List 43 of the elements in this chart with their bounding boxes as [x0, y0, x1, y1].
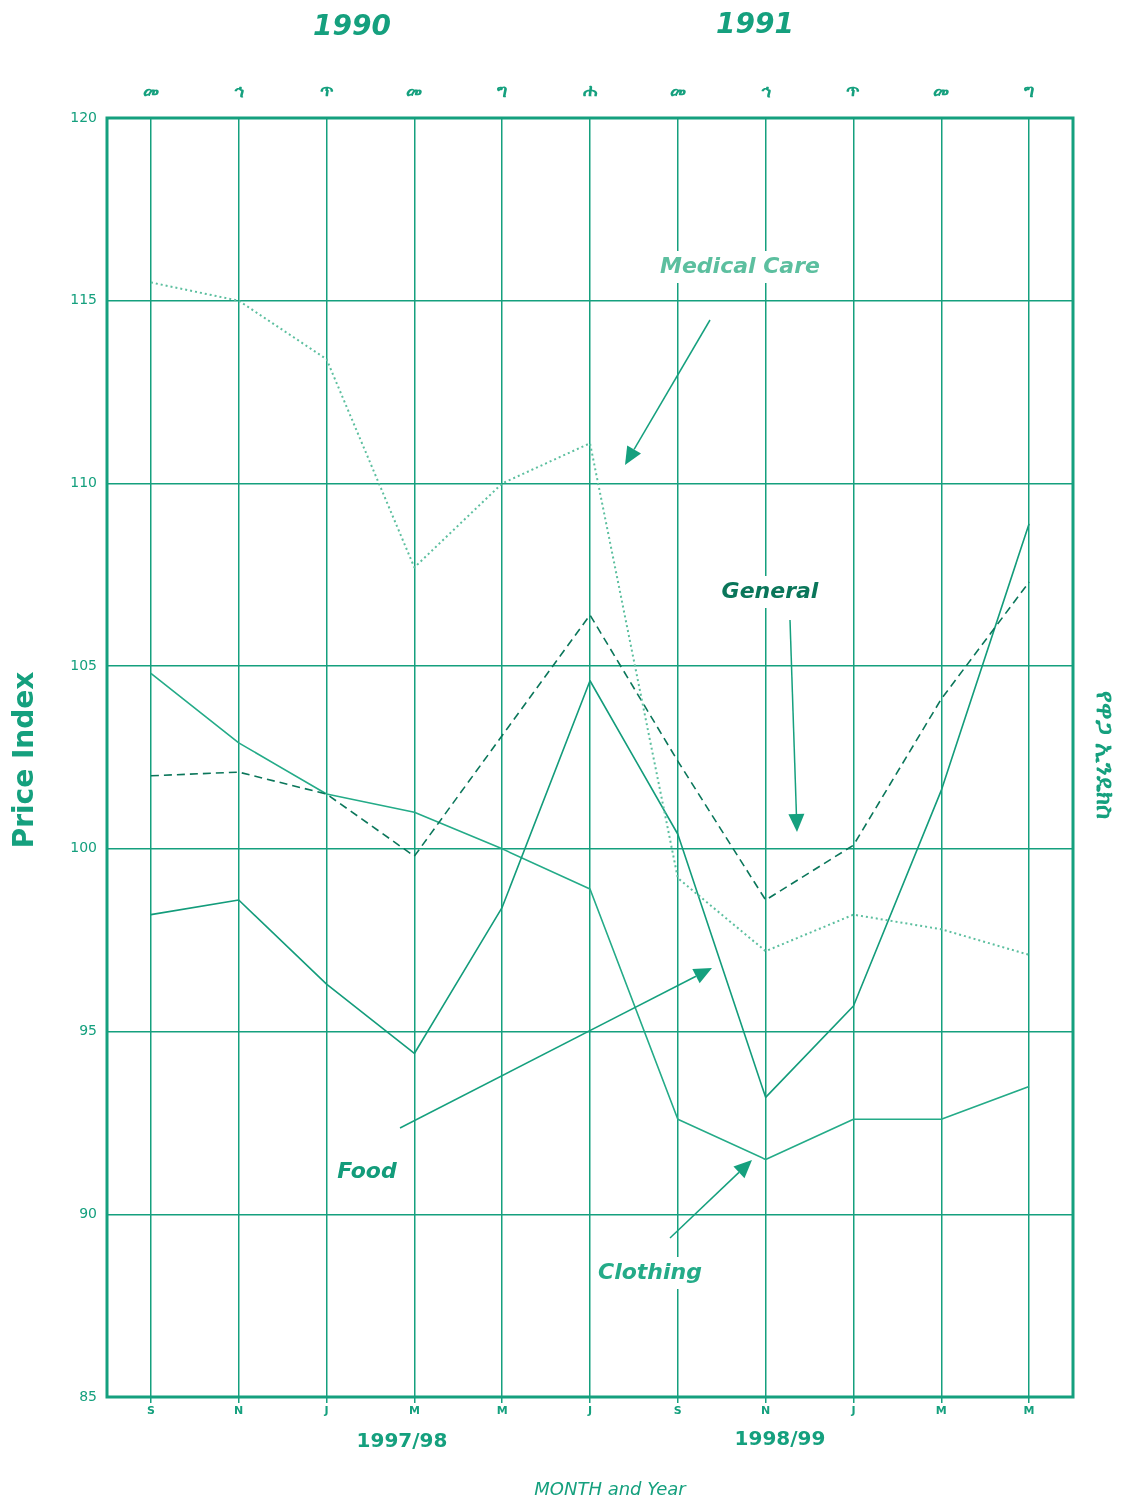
text: Clothing: [598, 1258, 702, 1284]
text: 1990: [313, 9, 391, 43]
x-tick-label: N: [234, 1404, 244, 1418]
text: ግ: [497, 79, 508, 101]
y-tick-label: 85: [79, 1387, 97, 1404]
x-tick-label: S: [673, 1404, 682, 1418]
y-axis-title: Price Index: [7, 671, 41, 849]
text: መ: [669, 79, 686, 101]
text: መ: [406, 79, 423, 101]
text: መ: [142, 79, 159, 101]
y-tick-label: 115: [70, 291, 97, 308]
text: 1998/99: [734, 1426, 826, 1451]
y-tick-label: 90: [79, 1204, 97, 1221]
y-tick-label: 100: [70, 839, 97, 856]
y-tick-label: 110: [70, 474, 97, 491]
x-tick-label: M: [496, 1404, 508, 1418]
text: General: [721, 577, 819, 603]
x-tick-label: N: [761, 1404, 771, 1418]
x-tick-label: S: [146, 1404, 155, 1418]
line-series: [150, 581, 1030, 901]
text: Medical Care: [660, 252, 821, 278]
text: ጥ: [846, 79, 861, 101]
text: 1991: [716, 7, 794, 41]
text: 1997/98: [356, 1428, 448, 1453]
text: ኅ: [760, 79, 771, 101]
x-tick-label: M: [935, 1404, 947, 1418]
text: ሐ: [583, 79, 598, 101]
y-tick-label: 120: [70, 108, 97, 125]
x-tick-label: M: [1023, 1404, 1035, 1418]
y-tick-label: 105: [70, 656, 97, 673]
x-tick-label: J: [850, 1404, 856, 1418]
text: ኅ: [233, 79, 244, 101]
x-tick-label: J: [323, 1404, 329, 1418]
text: ግ: [1024, 79, 1035, 101]
x-axis-title: MONTH and Year: [534, 1477, 688, 1499]
line-series: [149, 281, 1031, 956]
y2-axis-title: የዋጋ ኢንዴክስ: [1090, 690, 1119, 820]
y-tick-label: 95: [79, 1022, 97, 1039]
text: ጥ: [319, 79, 334, 101]
text: መ: [933, 79, 950, 101]
x-tick-label: M: [408, 1404, 420, 1418]
text: Food: [337, 1157, 397, 1183]
x-tick-label: J: [586, 1404, 593, 1418]
